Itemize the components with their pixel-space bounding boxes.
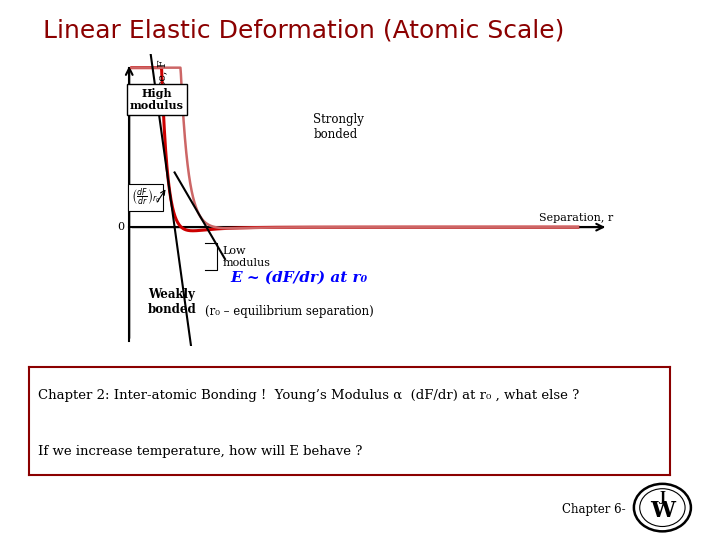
Text: Low
modulus: Low modulus bbox=[222, 246, 271, 267]
Text: Linear Elastic Deformation (Atomic Scale): Linear Elastic Deformation (Atomic Scale… bbox=[43, 19, 564, 43]
Text: If we increase temperature, how will E behave ?: If we increase temperature, how will E b… bbox=[38, 445, 363, 458]
Text: J: J bbox=[660, 491, 665, 504]
Text: 0: 0 bbox=[117, 222, 125, 232]
Text: $\left(\frac{dF}{dr}\right)_{r_{\!0}}$: $\left(\frac{dF}{dr}\right)_{r_{\!0}}$ bbox=[131, 187, 161, 208]
Text: Chapter 2: Inter-atomic Bonding !  Young’s Modulus α  (dF/dr) at r₀ , what else : Chapter 2: Inter-atomic Bonding ! Young’… bbox=[38, 389, 580, 402]
Text: Strongly
bonded: Strongly bonded bbox=[313, 113, 364, 141]
Text: E ~ (dF/dr) at r₀: E ~ (dF/dr) at r₀ bbox=[230, 270, 367, 284]
Text: Chapter 6-: Chapter 6- bbox=[562, 503, 625, 516]
Text: (r₀ – equilibrium separation): (r₀ – equilibrium separation) bbox=[204, 305, 374, 318]
Text: Weakly
bonded: Weakly bonded bbox=[148, 288, 197, 316]
Text: Force, F: Force, F bbox=[157, 60, 167, 106]
Text: Separation, r: Separation, r bbox=[539, 213, 613, 224]
Text: W: W bbox=[650, 500, 675, 522]
Text: High
modulus: High modulus bbox=[130, 87, 184, 111]
